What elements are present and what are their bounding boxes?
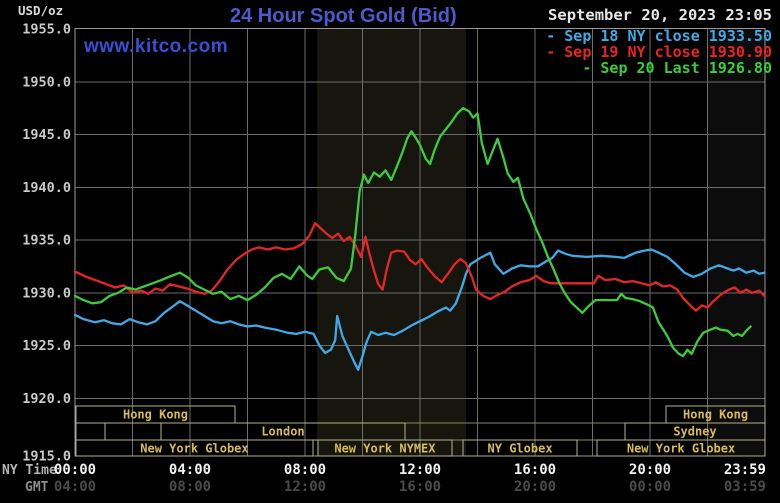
gmt-axis-label: GMT: [25, 480, 49, 495]
ny-time-axis-label: NY Time: [2, 463, 57, 478]
session-label: New York Globex: [140, 442, 248, 456]
ny-time-tick: 04:00: [169, 462, 211, 478]
ny-time-tick: 12:00: [399, 462, 441, 478]
y-tick-label: 1950.0: [22, 74, 71, 90]
session-box: [75, 422, 106, 441]
price-line-sep18: [73, 248, 766, 371]
price-line-sep19: [73, 221, 766, 312]
y-tick-label: 1940.0: [22, 180, 71, 196]
session-box: [75, 405, 236, 424]
session-label: New York NYMEX: [334, 442, 436, 456]
y-axis-units-label: USD/oz: [18, 3, 64, 18]
legend-entry-sep18: - Sep 18 NY close 1933.50: [546, 27, 772, 45]
ny-time-tick: 08:00: [284, 462, 326, 478]
ny-time-tick: 00:00: [54, 462, 96, 478]
ny-time-tick: 16:00: [514, 462, 556, 478]
kitco-watermark: www.kitco.com: [84, 36, 229, 57]
gmt-tick: 00:00: [629, 479, 671, 495]
y-tick-label: 1935.0: [22, 233, 71, 249]
gmt-tick: 08:00: [169, 479, 211, 495]
gmt-tick: 03:59: [724, 479, 766, 495]
session-label: New York Globex: [627, 442, 735, 456]
gmt-tick: 12:00: [284, 479, 326, 495]
chart-legend: - Sep 18 NY close 1933.50- Sep 19 NY clo…: [546, 28, 772, 76]
session-label: Sydney: [673, 425, 716, 439]
price-line-sep20: [73, 106, 752, 358]
session-box: [317, 439, 453, 457]
session-label: NY Globex: [488, 442, 553, 456]
session-box: [596, 439, 766, 457]
ny-time-tick: 23:59: [724, 462, 766, 478]
session-shaded-band: [317, 28, 466, 456]
chart-title: 24 Hour Spot Gold (Bid): [230, 5, 457, 27]
y-tick-label: 1930.0: [22, 285, 71, 301]
session-label: Hong Kong: [683, 408, 748, 422]
ny-time-tick: 20:00: [629, 462, 671, 478]
session-box: [462, 439, 578, 457]
session-box: [75, 439, 314, 457]
session-label: London: [261, 425, 304, 439]
gmt-tick: 16:00: [399, 479, 441, 495]
session-shaded-band: [707, 28, 765, 456]
y-tick-label: 1945.0: [22, 127, 71, 143]
session-label: Hong Kong: [123, 408, 188, 422]
y-tick-label: 1915.0: [22, 449, 71, 465]
legend-entry-sep20: - Sep 20 Last 1926.80: [582, 59, 772, 77]
y-tick-label: 1925.0: [22, 338, 71, 354]
chart-datetime: September 20, 2023 23:05: [548, 6, 772, 24]
gmt-tick: 20:00: [514, 479, 556, 495]
y-tick-label: 1955.0: [22, 22, 71, 38]
legend-entry-sep19: - Sep 19 NY close 1930.90: [546, 43, 772, 61]
gmt-tick: 04:00: [54, 479, 96, 495]
y-tick-label: 1920.0: [22, 391, 71, 407]
